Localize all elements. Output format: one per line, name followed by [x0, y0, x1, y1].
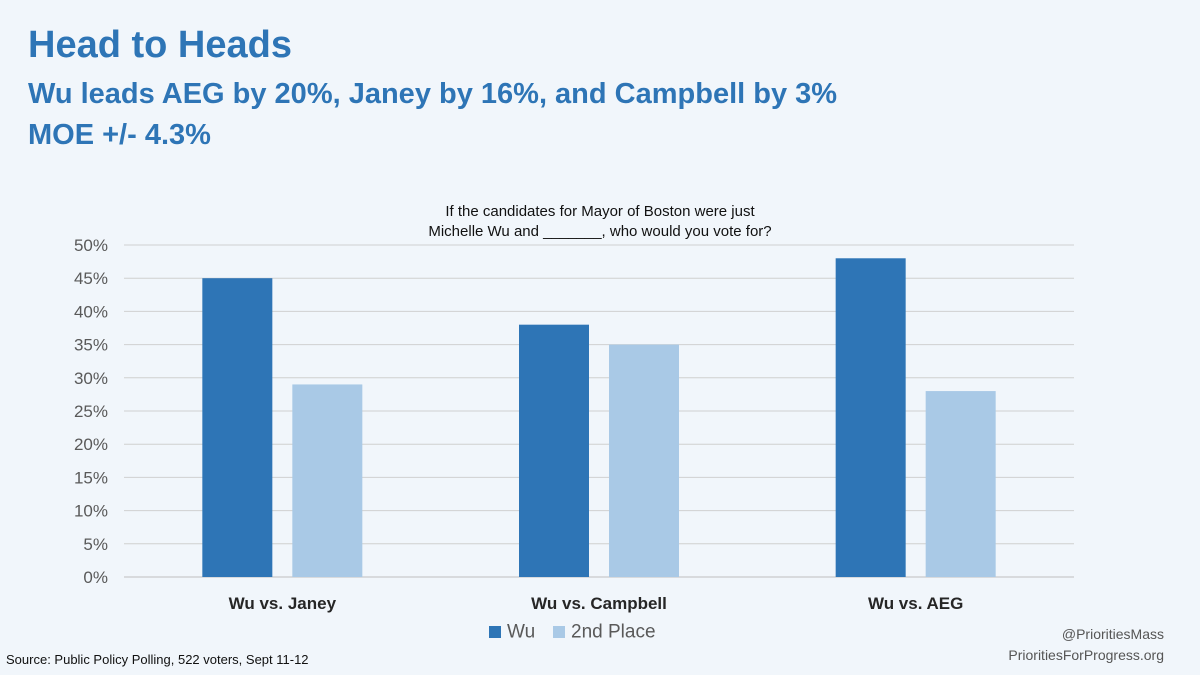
x-category-label: Wu vs. AEG: [868, 594, 963, 613]
x-category-label: Wu vs. Janey: [229, 594, 337, 613]
bar-wu: [835, 258, 906, 577]
y-tick-label: 30%: [74, 369, 108, 388]
x-category-label: Wu vs. Campbell: [531, 594, 667, 613]
chart-title-line: If the candidates for Mayor of Boston we…: [445, 203, 755, 220]
social-handle: @PrioritiesMass: [1061, 626, 1164, 642]
y-tick-label: 45%: [74, 269, 108, 288]
source-note: Source: Public Policy Polling, 522 voter…: [6, 652, 309, 667]
y-tick-label: 35%: [74, 336, 108, 355]
website-text: PrioritiesForProgress.org: [1008, 647, 1164, 663]
y-tick-label: 50%: [74, 236, 108, 255]
y-tick-label: 20%: [74, 435, 108, 454]
legend-label: Wu: [507, 622, 535, 643]
subtitle-headline: Wu leads AEG by 20%, Janey by 16%, and C…: [28, 78, 838, 110]
bar-second-place: [925, 391, 996, 577]
y-tick-label: 10%: [74, 502, 108, 521]
y-tick-label: 40%: [74, 302, 108, 321]
y-tick-label: 25%: [74, 402, 108, 421]
legend-label: 2nd Place: [571, 622, 656, 643]
legend-swatch-wu: [489, 626, 501, 638]
y-tick-label: 0%: [83, 568, 108, 587]
y-tick-label: 15%: [74, 468, 108, 487]
subtitle-moe: MOE +/- 4.3%: [28, 119, 211, 151]
y-tick-label: 5%: [83, 535, 108, 554]
page-title: Head to Heads: [28, 24, 292, 66]
bar-second-place: [292, 384, 363, 577]
bar-wu: [202, 278, 273, 577]
bar-wu: [519, 324, 589, 577]
legend-swatch-second-place: [553, 626, 565, 638]
chart-title-line: Michelle Wu and _______, who would you v…: [428, 223, 771, 240]
bar-second-place: [609, 344, 679, 577]
